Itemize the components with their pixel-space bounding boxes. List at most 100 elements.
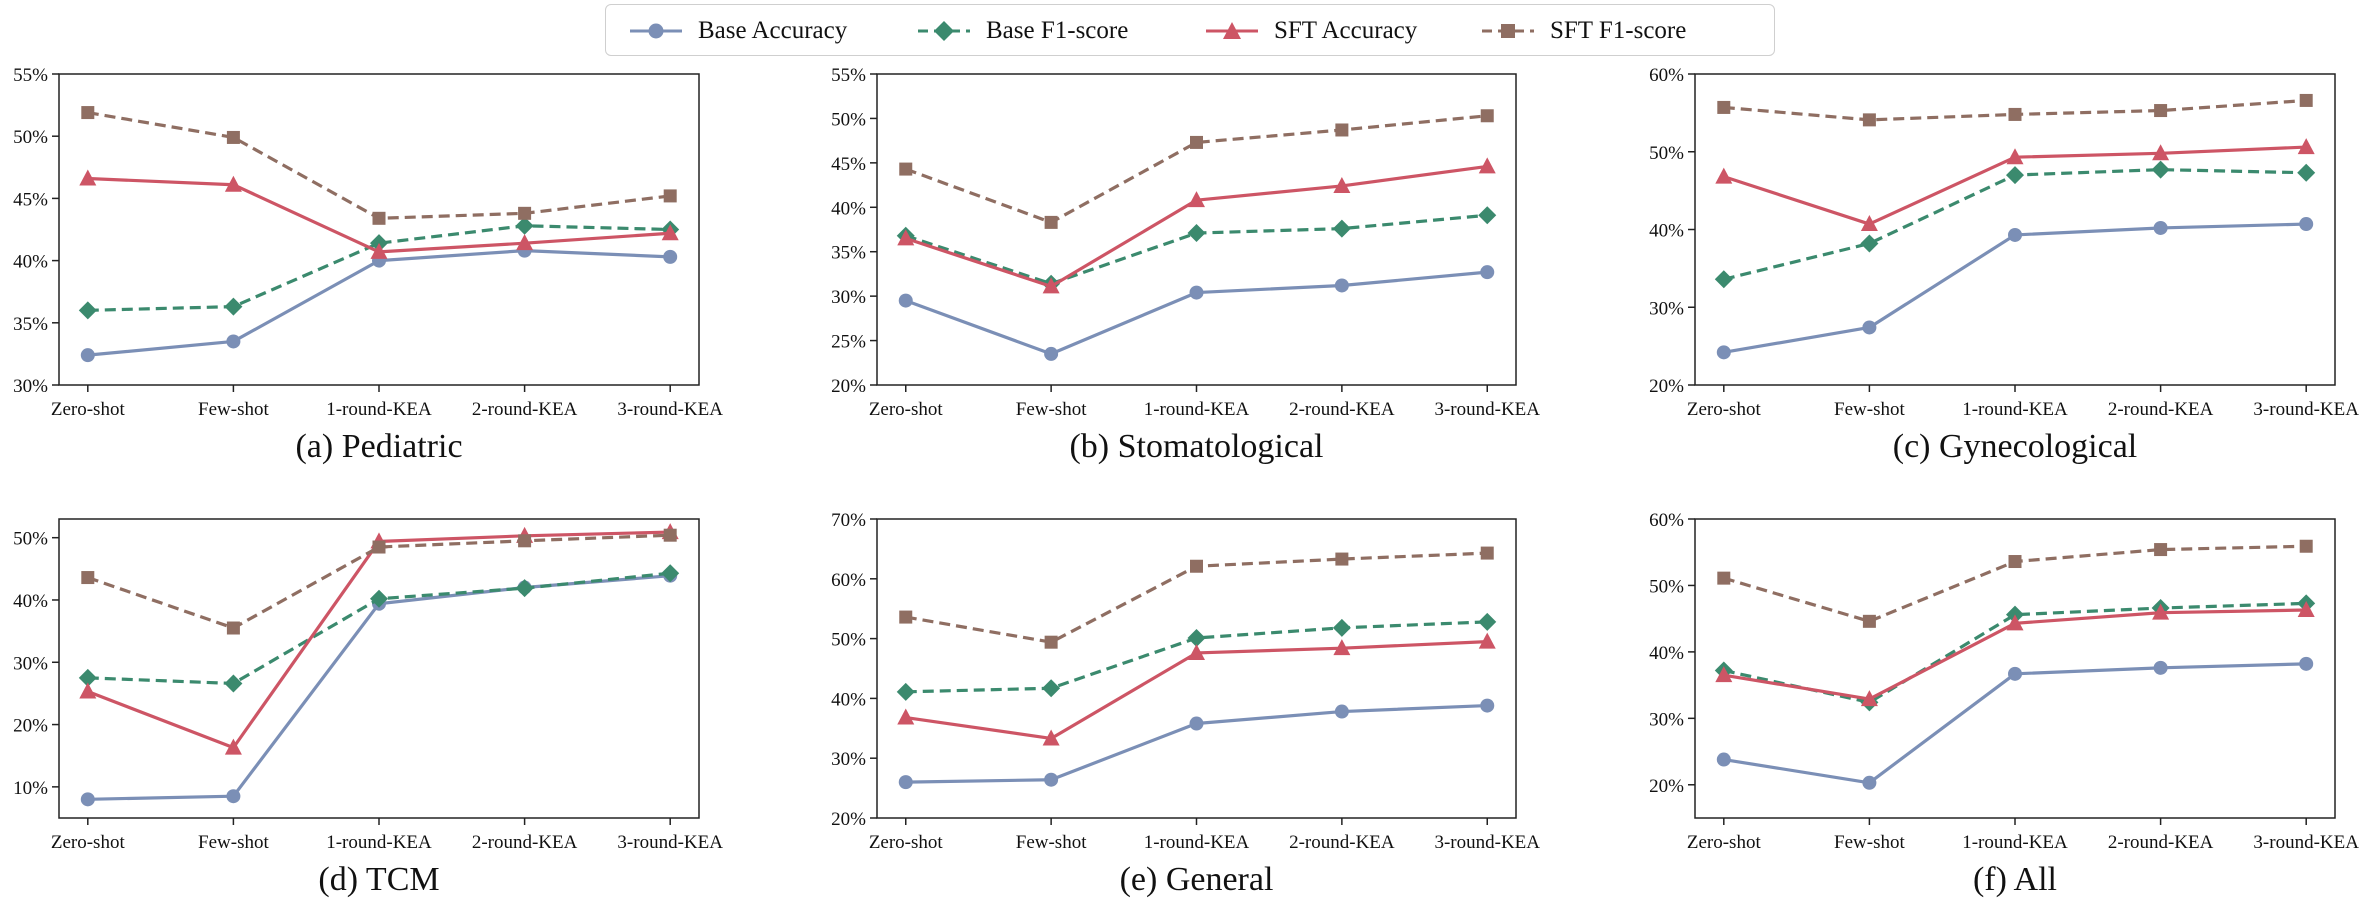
data-point bbox=[899, 610, 913, 624]
legend-swatch-base-f1 bbox=[918, 21, 970, 41]
x-tick-label: Few-shot bbox=[1016, 399, 1087, 420]
y-tick-label: 30% bbox=[13, 653, 48, 674]
data-point bbox=[1044, 772, 1059, 787]
chart-caption: (c) Gynecological bbox=[1893, 428, 2138, 465]
x-tick-label: 2-round-KEA bbox=[472, 399, 578, 420]
x-tick-label: Zero-shot bbox=[51, 399, 126, 420]
data-point bbox=[2153, 660, 2168, 675]
y-tick-label: 40% bbox=[13, 591, 48, 612]
plot-frame bbox=[58, 518, 700, 819]
data-point bbox=[372, 211, 386, 225]
data-point bbox=[516, 234, 534, 251]
data-point bbox=[2299, 656, 2314, 671]
series-line bbox=[87, 110, 671, 220]
series-base-accuracy bbox=[1716, 656, 2314, 790]
series-sft-accuracy bbox=[1715, 138, 2315, 232]
data-point bbox=[1714, 270, 1733, 289]
series-line bbox=[87, 530, 671, 750]
data-point bbox=[518, 534, 532, 548]
data-point bbox=[663, 249, 678, 264]
y-tick-label: 20% bbox=[831, 809, 866, 830]
legend-label-sft-f1: SFT F1-score bbox=[1550, 17, 1687, 44]
data-point bbox=[1716, 752, 1731, 767]
data-point bbox=[1717, 571, 1731, 585]
data-point bbox=[370, 242, 388, 259]
data-point bbox=[2299, 539, 2313, 553]
y-tick-label: 40% bbox=[1649, 643, 1684, 664]
data-point bbox=[1717, 100, 1731, 114]
x-tick-label: Zero-shot bbox=[51, 832, 126, 853]
data-point bbox=[81, 571, 95, 585]
data-point bbox=[896, 682, 915, 701]
data-point bbox=[2297, 163, 2316, 182]
data-point bbox=[1042, 729, 1060, 746]
data-point bbox=[1190, 135, 1203, 149]
data-point bbox=[1478, 632, 1496, 649]
data-point bbox=[1044, 346, 1059, 361]
data-point bbox=[1042, 679, 1061, 698]
data-point bbox=[1862, 113, 1876, 127]
data-point bbox=[1189, 285, 1204, 300]
data-point bbox=[2297, 138, 2315, 155]
data-point bbox=[899, 162, 913, 176]
data-point bbox=[518, 206, 532, 220]
series-line bbox=[905, 114, 1488, 224]
y-tick-label: 30% bbox=[831, 287, 866, 308]
data-point bbox=[663, 189, 677, 203]
data-point bbox=[1862, 614, 1876, 628]
y-tick-label: 40% bbox=[13, 252, 48, 273]
chart-caption: (f) All bbox=[1973, 861, 2057, 898]
data-point bbox=[226, 621, 240, 635]
y-tick-label: 70% bbox=[831, 510, 866, 531]
data-point bbox=[1716, 345, 1731, 360]
series-line bbox=[1723, 601, 2307, 704]
chart-panel-1: 30% 35% 40% 45% 50% 55% Zero-shot Few-shot 1-rou… bbox=[13, 65, 723, 465]
data-point bbox=[1862, 775, 1877, 790]
data-point bbox=[1480, 109, 1494, 123]
chart-caption: (d) TCM bbox=[318, 861, 439, 898]
series-base-accuracy bbox=[898, 698, 1495, 790]
legend-label-sft-accuracy: SFT Accuracy bbox=[1274, 17, 1418, 44]
y-tick-label: 50% bbox=[831, 630, 866, 651]
y-tick-label: 45% bbox=[13, 189, 48, 210]
legend-swatch-sft-f1 bbox=[1482, 24, 1534, 38]
data-point bbox=[224, 674, 243, 693]
x-tick-label: 2-round-KEA bbox=[2108, 399, 2214, 420]
data-point bbox=[1478, 157, 1496, 174]
x-tick-label: 1-round-KEA bbox=[1962, 832, 2068, 853]
y-tick-label: 50% bbox=[1649, 576, 1684, 597]
data-point bbox=[663, 528, 677, 542]
data-point bbox=[515, 216, 534, 235]
data-point bbox=[1189, 716, 1204, 731]
chart-caption: (a) Pediatric bbox=[295, 428, 462, 465]
y-tick-label: 45% bbox=[831, 154, 866, 175]
x-tick-label: 1-round-KEA bbox=[1962, 399, 2068, 420]
legend-label-base-accuracy: Base Accuracy bbox=[698, 17, 848, 44]
data-point bbox=[898, 775, 913, 790]
data-point bbox=[2154, 543, 2168, 557]
series-base-f1-score bbox=[896, 206, 1497, 293]
series-base-f1-score bbox=[78, 564, 680, 693]
data-point bbox=[78, 301, 97, 320]
y-tick-label: 60% bbox=[1649, 510, 1684, 531]
data-point bbox=[1478, 206, 1497, 225]
series-line bbox=[905, 270, 1488, 356]
x-tick-label: 3-round-KEA bbox=[1434, 832, 1540, 853]
data-point bbox=[370, 589, 388, 608]
data-point bbox=[1480, 698, 1495, 713]
series-base-accuracy bbox=[1716, 217, 2314, 360]
data-point bbox=[1480, 265, 1495, 280]
data-point bbox=[1188, 643, 1205, 660]
data-point bbox=[2008, 227, 2022, 242]
data-point bbox=[2299, 93, 2313, 107]
data-point bbox=[2297, 601, 2315, 618]
data-point bbox=[224, 297, 243, 316]
data-point bbox=[2154, 104, 2168, 118]
x-tick-label: 2-round-KEA bbox=[1289, 399, 1395, 420]
data-point bbox=[79, 682, 97, 699]
x-tick-label: Few-shot bbox=[198, 832, 269, 853]
series-base-f1-score bbox=[78, 216, 680, 320]
series-sft-f1-score bbox=[899, 109, 1494, 229]
data-point bbox=[1042, 277, 1060, 294]
data-point bbox=[226, 130, 240, 144]
